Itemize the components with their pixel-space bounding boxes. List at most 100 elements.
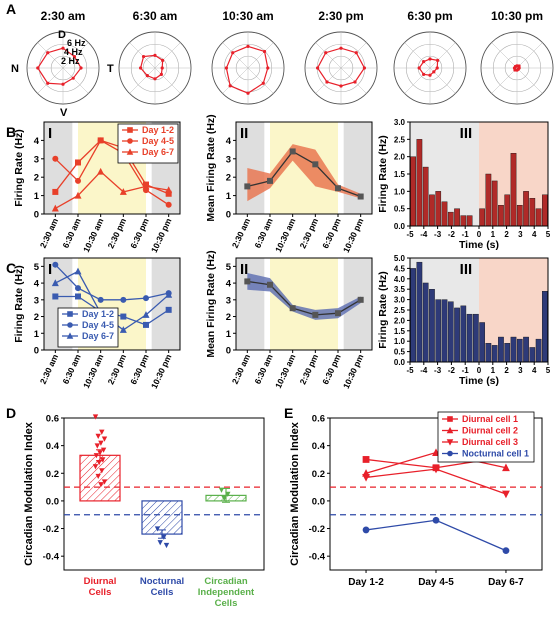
y-tick-label: -0.4 <box>43 552 60 563</box>
polar-spoke <box>404 42 431 69</box>
x-tick-label: 2:30 am <box>38 352 61 385</box>
chart-b-iii: 0.0 0.5 1.0 1.5 2.0 2.5 3.0 -5 -4 -3 -2 -1 0 1 2 3 4 5 Tim… <box>377 118 551 251</box>
data-point <box>119 326 127 333</box>
polar-point <box>422 60 426 64</box>
x-tick-label: 4 <box>532 230 537 239</box>
y-tick-label: 1.0 <box>394 337 406 346</box>
x-tick-label: 4 <box>532 366 537 375</box>
polar-spoke <box>154 67 181 94</box>
polar-point <box>246 44 250 49</box>
panel-roman-numeral: I <box>48 125 52 142</box>
data-point <box>51 204 59 212</box>
polar-spoke <box>62 42 89 69</box>
legend-label: Nocturnal cell 1 <box>462 449 529 459</box>
x-axis-label: Time (s) <box>459 239 499 251</box>
data-point <box>502 463 510 472</box>
individual-point <box>92 464 99 470</box>
x-tick-label: -4 <box>420 230 428 239</box>
polar-spoke <box>37 67 64 94</box>
polar-point <box>262 49 267 54</box>
polar-point <box>339 46 343 50</box>
x-tick-label: Day 4-5 <box>418 577 454 588</box>
x-axis-label: Time (s) <box>459 375 499 387</box>
histogram-bar <box>510 336 517 363</box>
polar-point <box>139 66 143 70</box>
polar-point <box>161 58 165 62</box>
data-point <box>362 526 370 534</box>
series-line <box>54 139 169 195</box>
histogram-bar <box>422 282 429 363</box>
category-label: Cells <box>151 587 174 598</box>
histogram-bar <box>460 305 467 363</box>
y-axis-label: Firing Rate (Hz) <box>13 129 25 207</box>
data-point <box>51 279 59 287</box>
panel-roman-numeral: III <box>460 261 473 278</box>
x-tick-label: 2 <box>504 230 509 239</box>
data-point <box>502 490 510 499</box>
legend-marker <box>126 148 134 155</box>
polar-point <box>362 66 366 70</box>
x-tick-label: 6:30 am <box>60 352 83 385</box>
histogram-bar <box>473 313 479 363</box>
histogram-bar <box>466 215 473 227</box>
y-tick-label: -0.2 <box>43 524 59 535</box>
polar-time-label: 2:30 am <box>41 9 86 23</box>
histogram-bar <box>422 166 429 227</box>
data-point <box>120 296 127 303</box>
x-tick-label: 2:30 pm <box>298 352 321 386</box>
x-tick-label: -4 <box>420 366 428 375</box>
polar-point <box>159 72 163 76</box>
polar-spoke <box>222 67 249 94</box>
polar-point <box>428 57 432 61</box>
series-line <box>247 150 361 198</box>
y-tick-label: 0.5 <box>394 348 406 357</box>
data-point <box>75 285 81 292</box>
polar-spoke <box>154 42 181 69</box>
x-tick-label: 10:30 pm <box>149 216 174 254</box>
histogram-bar <box>491 345 498 363</box>
individual-point <box>98 440 104 446</box>
individual-point <box>93 453 100 459</box>
polar-point <box>325 80 329 84</box>
polar-plots-row: 2:30 am 6:30 am 10:30 am 2:30 pm 6:30 pm 10:3… <box>11 9 554 119</box>
x-tick-label: 2:30 am <box>38 216 61 249</box>
data-point <box>52 155 59 162</box>
legend-marker <box>67 311 73 317</box>
legend-marker <box>127 138 133 144</box>
data-point <box>165 190 172 197</box>
data-point <box>502 547 510 555</box>
y-tick-label: 4 <box>226 136 232 147</box>
panel-roman-numeral: III <box>460 125 473 142</box>
individual-point <box>99 429 105 435</box>
legend-marker <box>446 426 454 434</box>
polar-spoke <box>62 67 89 94</box>
data-point <box>52 261 59 268</box>
x-tick-label: 1 <box>491 366 496 375</box>
x-tick-label: 2:30 pm <box>106 216 129 250</box>
legend-marker <box>66 332 74 339</box>
x-tick-label: 10:30 am <box>81 352 106 390</box>
x-tick-label: 6:30 am <box>252 352 275 385</box>
polar-spoke <box>491 42 518 69</box>
y-tick-label: 2.0 <box>394 153 406 162</box>
y-tick-label: 3.0 <box>394 296 406 305</box>
x-tick-label: 10:30 am <box>273 216 298 254</box>
x-tick-label: 6:30 pm <box>128 216 151 250</box>
data-point <box>362 474 370 482</box>
y-tick-label: 2.5 <box>394 306 406 315</box>
y-tick-label: 4.5 <box>394 264 406 273</box>
legend-label: Diurnal cell 2 <box>462 426 518 436</box>
legend-label: Diurnal cell 1 <box>462 414 518 424</box>
histogram-bar <box>454 307 460 363</box>
polar-point <box>422 72 426 76</box>
legend-marker <box>127 127 133 133</box>
histogram-bar <box>529 198 536 227</box>
x-tick-label: -1 <box>462 230 470 239</box>
data-point <box>267 281 273 288</box>
individual-point <box>225 491 231 497</box>
individual-point <box>97 450 103 456</box>
y-tick-label: 2 <box>226 173 231 184</box>
data-point <box>289 305 296 312</box>
y-tick-label: 0.6 <box>46 414 59 425</box>
